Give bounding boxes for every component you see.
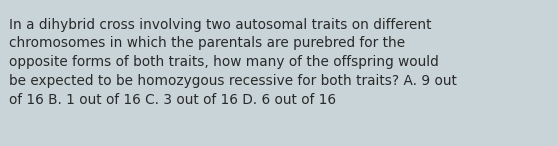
Text: In a dihybrid cross involving two autosomal traits on different
chromosomes in w: In a dihybrid cross involving two autoso… [9,18,457,107]
